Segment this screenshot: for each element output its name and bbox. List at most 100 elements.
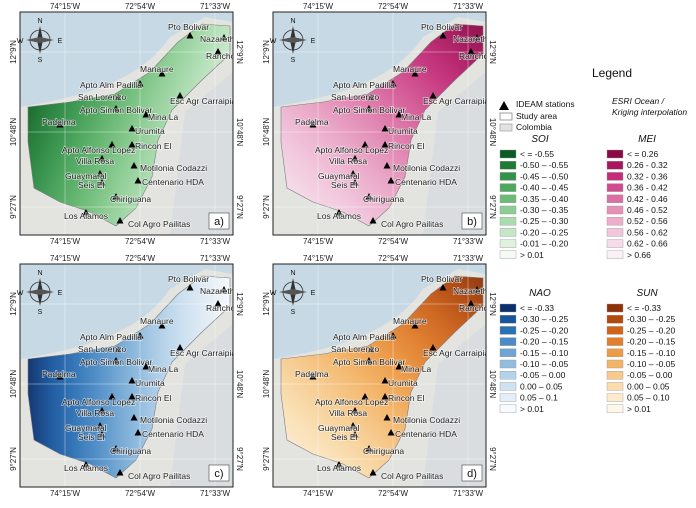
legend-swatch [499, 348, 517, 357]
map-frame [272, 11, 487, 236]
station [369, 217, 377, 224]
station-label: Urumita [135, 126, 165, 136]
legend-class: -0.05 – 0.00 [520, 370, 566, 380]
station [98, 179, 106, 186]
station [112, 105, 120, 112]
lat-label: 10°48'N [9, 118, 18, 147]
station [395, 363, 403, 370]
legend-swatch [606, 303, 624, 313]
station-label: Pto Bolivar [421, 22, 462, 32]
panel-label: b) [467, 216, 477, 228]
map-body: Pto Bolivar Nazareth Rancho Grande Manaure A… [20, 264, 233, 487]
legend-swatch [606, 404, 624, 413]
legend-class: -0.30 – -0.35 [520, 205, 568, 215]
station-label: Apto Simon Bolivar [80, 357, 152, 367]
lon-label: 74°15'W [50, 237, 81, 246]
legend-swatch [499, 371, 517, 380]
study-area [27, 275, 231, 479]
compass-letter: E [58, 290, 63, 297]
panel-label: c) [214, 468, 223, 480]
legend-class: -0.50 – -0.55 [520, 160, 568, 170]
legend-swatch [606, 228, 624, 237]
station [130, 414, 138, 421]
panel-label-box [208, 464, 230, 482]
station [473, 34, 481, 41]
station-label: Esc Agr Carraipia [423, 96, 489, 106]
lon-label: 71°33'W [200, 489, 231, 498]
legend-swatch [606, 371, 624, 380]
lon-label: 71°33'W [453, 2, 484, 11]
lat-label: 12°9'N [9, 40, 18, 64]
station [351, 431, 359, 438]
station-symbol [499, 101, 509, 110]
station-label: Seis El [78, 432, 105, 442]
legend-class: -0.15 – -0.10 [520, 348, 568, 358]
lon-label: 72°54'W [125, 254, 156, 263]
legend-class: > 0.66 [627, 250, 651, 260]
compass [26, 37, 54, 43]
lon-label: 72°54'W [378, 2, 409, 11]
legend-swatch [499, 404, 517, 413]
station [96, 170, 104, 177]
lat-label: 10°48'N [488, 370, 497, 399]
station-label: Col Agro Pailitas [381, 471, 443, 481]
lat-label: 12°9'N [235, 292, 244, 316]
legend-class: -0.20 – -0.15 [520, 337, 568, 347]
station [387, 429, 395, 436]
legend-class: > 0.01 [520, 404, 544, 414]
station [365, 445, 373, 452]
station [116, 217, 124, 224]
station-label: Mina La [401, 364, 432, 374]
station-label: Chiriguana [110, 446, 151, 456]
lat-label: 9°27'N [262, 195, 271, 219]
legend-swatch [499, 205, 517, 215]
venezuela [423, 72, 486, 235]
lat-label: 9°27'N [262, 447, 271, 471]
station-label: Urumita [388, 126, 418, 136]
station [108, 141, 116, 148]
legend-class: -0.25 – -0.20 [627, 325, 675, 335]
compass-letter: S [38, 57, 43, 64]
legend-class: -0.20 – -0.15 [627, 337, 675, 347]
panel-label-box [461, 464, 483, 482]
legend-swatch [499, 326, 517, 335]
compass-letter: S [38, 309, 43, 316]
legend-swatch [499, 183, 517, 192]
station-label: Manaure [140, 316, 174, 326]
lon-label: 71°33'W [200, 2, 231, 11]
legend-class: -0.45 – -0.50 [520, 171, 568, 181]
station [176, 92, 184, 99]
legend-index: SUN [636, 288, 658, 299]
station [114, 94, 122, 101]
station [214, 300, 222, 307]
station-label: Manaure [140, 64, 174, 74]
station [130, 162, 138, 169]
station [112, 357, 120, 364]
station-label: Pto Bolivar [421, 274, 462, 284]
legend-swatch [606, 348, 624, 357]
station-label: Seis El [331, 180, 358, 190]
station-label: Seis El [331, 432, 358, 442]
legend-class: < = -0.55 [520, 149, 554, 159]
study-area [27, 23, 231, 227]
map-panel: Pto Bolivar Nazareth Rancho Grande Manaure A… [9, 254, 244, 498]
compass-letter: N [37, 270, 42, 277]
station [56, 373, 64, 380]
station-label: Motilonia Codazzi [393, 163, 460, 173]
legend-swatch [499, 172, 517, 181]
station [351, 407, 359, 414]
station [439, 284, 447, 291]
study-area [280, 275, 484, 479]
legend-swatch [606, 160, 624, 170]
station [365, 105, 373, 112]
legend-index: SOI [531, 134, 548, 145]
lat-label: 9°27'N [235, 447, 244, 471]
legend-class: 0.32 - 0.36 [627, 171, 668, 181]
compass [26, 289, 54, 295]
panel-label-box [461, 212, 483, 230]
legend-class: 0.00 – 0.05 [520, 381, 563, 391]
basemap-note: ESRI Ocean / [612, 96, 666, 106]
legend-class: > 0.01 [627, 404, 651, 414]
station-label: Urumita [135, 378, 165, 388]
station-label: Mina La [401, 112, 432, 122]
